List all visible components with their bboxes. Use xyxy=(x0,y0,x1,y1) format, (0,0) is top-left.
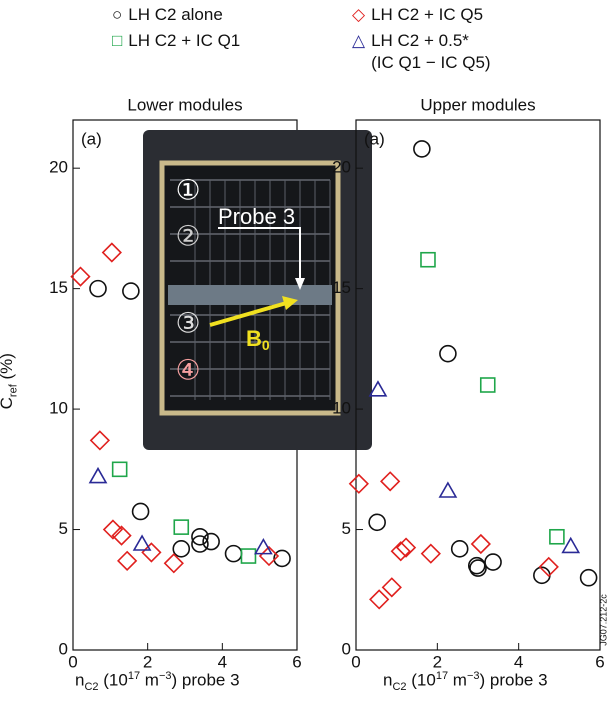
y-tick-label: 5 xyxy=(59,519,68,538)
point xyxy=(440,483,456,497)
x-tick-label: 4 xyxy=(218,652,227,671)
point xyxy=(241,549,255,563)
panel-label: (a) xyxy=(81,129,102,148)
x-tick-label: 4 xyxy=(514,652,523,671)
legend-label: LH C2 + 0.5* (IC Q1 − IC Q5) xyxy=(371,30,491,74)
point xyxy=(174,520,188,534)
y-tick-label: 0 xyxy=(342,639,351,658)
y-tick-label: 15 xyxy=(49,278,68,297)
point xyxy=(481,378,495,392)
x-tick-label: 2 xyxy=(433,652,442,671)
inset-field-main: B xyxy=(246,326,262,351)
x-tick-label: 6 xyxy=(292,652,301,671)
point xyxy=(414,141,430,157)
y-axis-title: Cref (%) xyxy=(0,353,19,409)
legend-label: LH C2 alone xyxy=(128,4,223,26)
point xyxy=(422,545,440,563)
x-tick-label: 0 xyxy=(351,652,360,671)
panel-label: (a) xyxy=(364,129,385,148)
point xyxy=(350,475,368,493)
legend-marker: □ xyxy=(112,31,122,50)
point xyxy=(90,469,106,483)
inset-row-label: ② xyxy=(175,220,200,251)
point xyxy=(472,535,490,553)
point xyxy=(103,244,121,262)
inset-row-label: ① xyxy=(175,174,200,205)
point xyxy=(383,578,401,596)
legend-entry: △ LH C2 + 0.5* (IC Q1 − IC Q5) xyxy=(352,30,491,74)
point xyxy=(381,472,399,490)
point xyxy=(581,570,597,586)
point xyxy=(452,541,468,557)
x-tick-label: 0 xyxy=(68,652,77,671)
inset-row xyxy=(168,285,332,305)
x-tick-label: 2 xyxy=(143,652,152,671)
point xyxy=(113,462,127,476)
legend-entry: □ LH C2 + IC Q1 xyxy=(112,30,240,52)
point xyxy=(133,503,149,519)
y-tick-label: 15 xyxy=(332,278,351,297)
point xyxy=(485,554,501,570)
y-tick-label: 0 xyxy=(59,639,68,658)
inset-field-sub: 0 xyxy=(262,337,270,353)
point xyxy=(370,382,386,396)
y-tick-label: 10 xyxy=(332,399,351,418)
legend-marker: △ xyxy=(352,31,365,50)
inset-probe: Probe 3 xyxy=(218,204,295,229)
y-tick-label: 20 xyxy=(49,158,68,177)
point xyxy=(118,552,136,570)
point xyxy=(369,514,385,530)
point xyxy=(563,538,579,552)
legend-label: LH C2 + IC Q1 xyxy=(128,30,240,52)
point xyxy=(71,268,89,286)
x-axis-title: nC2 (1017 m−3) probe 3 xyxy=(75,670,240,693)
y-tick-label: 10 xyxy=(49,399,68,418)
panel-title: Lower modules xyxy=(127,95,242,114)
inset-row-label: ④ xyxy=(175,354,200,385)
legend-entry: ◇ LH C2 + IC Q5 xyxy=(352,4,483,26)
x-tick-label: 6 xyxy=(595,652,604,671)
legend-marker: ◇ xyxy=(352,5,365,24)
legend-label: LH C2 + IC Q5 xyxy=(371,4,483,26)
y-tick-label: 5 xyxy=(342,519,351,538)
point xyxy=(421,253,435,267)
x-axis-title: nC2 (1017 m−3) probe 3 xyxy=(383,670,548,693)
point xyxy=(142,543,160,561)
point xyxy=(91,431,109,449)
legend-entry: ○ LH C2 alone xyxy=(112,4,223,26)
point xyxy=(90,281,106,297)
point xyxy=(123,283,139,299)
point xyxy=(173,541,189,557)
point xyxy=(370,590,388,608)
panel-title: Upper modules xyxy=(420,95,535,114)
figure: Lower modules(a)051015200246①②③④Probe 3B… xyxy=(0,0,611,704)
point xyxy=(550,530,564,544)
chart: Lower modules(a)051015200246①②③④Probe 3B… xyxy=(0,0,611,704)
figure-id: JG07.212-2c xyxy=(598,594,608,646)
plot-frame xyxy=(356,120,600,650)
legend-marker: ○ xyxy=(112,5,122,24)
inset-row-label: ③ xyxy=(175,307,200,338)
point xyxy=(226,546,242,562)
point xyxy=(440,346,456,362)
y-tick-label: 20 xyxy=(332,158,351,177)
